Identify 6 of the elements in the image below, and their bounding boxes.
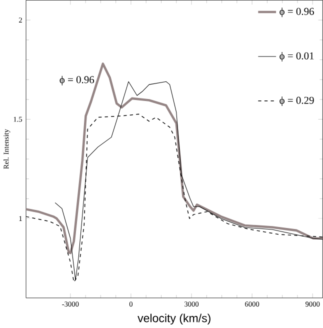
legend-label: ϕ = 0.29 <box>279 96 314 106</box>
x-axis-title: velocity (km/s) <box>137 314 210 324</box>
legend-label: ϕ = 0.96 <box>279 8 314 18</box>
line-series <box>26 62 322 254</box>
legend-label: ϕ = 0.01 <box>279 52 314 62</box>
annotation: ϕ = 0.96 <box>60 76 94 86</box>
